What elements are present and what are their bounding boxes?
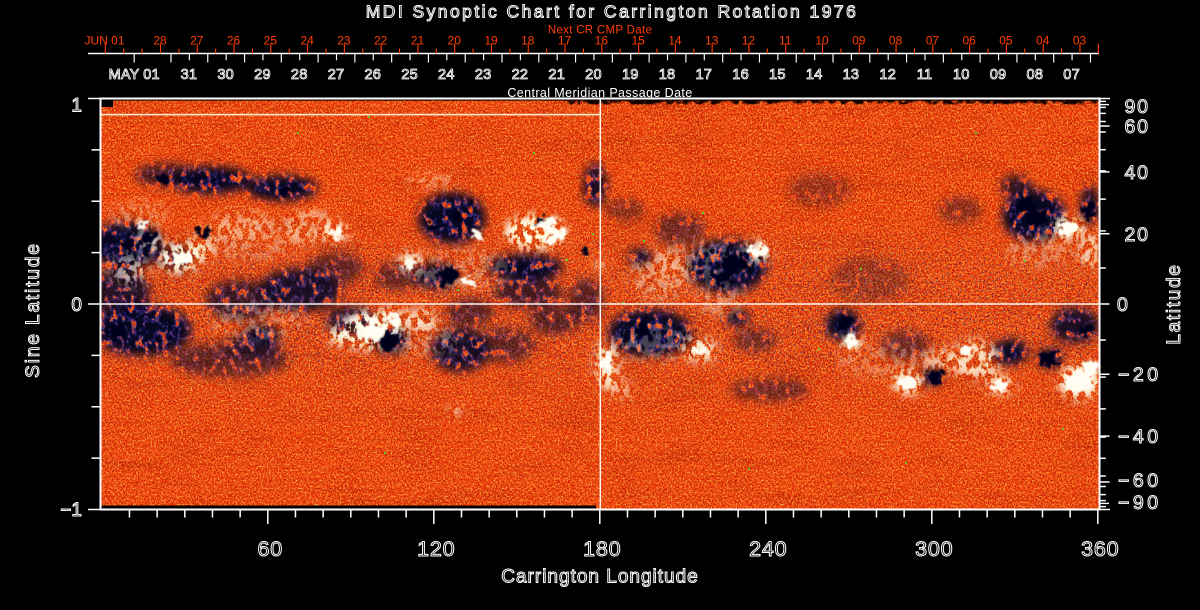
svg-text:−1: −1 [60, 500, 82, 521]
svg-text:26: 26 [364, 67, 381, 83]
svg-text:MDI Synoptic Chart for Carring: MDI Synoptic Chart for Carrington Rotati… [366, 1, 859, 21]
svg-text:17: 17 [695, 67, 712, 83]
svg-text:12: 12 [742, 34, 756, 48]
svg-text:17: 17 [558, 34, 572, 48]
svg-text:28: 28 [153, 34, 167, 48]
svg-text:29: 29 [254, 67, 271, 83]
svg-text:26: 26 [227, 34, 241, 48]
svg-text:18: 18 [521, 34, 535, 48]
svg-text:20: 20 [448, 34, 462, 48]
svg-text:0: 0 [1117, 294, 1128, 316]
svg-text:19: 19 [484, 34, 498, 48]
svg-text:10: 10 [953, 67, 970, 83]
svg-text:28: 28 [291, 67, 308, 83]
svg-text:19: 19 [622, 67, 639, 83]
svg-text:10: 10 [815, 34, 829, 48]
svg-text:120: 120 [417, 537, 455, 561]
svg-text:Carrington Longitude: Carrington Longitude [501, 567, 698, 588]
svg-text:21: 21 [548, 67, 565, 83]
svg-text:20: 20 [1125, 224, 1150, 246]
svg-text:300: 300 [915, 537, 953, 561]
svg-text:90: 90 [1125, 96, 1150, 118]
svg-text:07: 07 [1063, 67, 1080, 83]
svg-text:60: 60 [1125, 116, 1150, 138]
svg-text:03: 03 [1073, 34, 1087, 48]
svg-text:16: 16 [732, 67, 749, 83]
svg-text:60: 60 [258, 537, 284, 561]
svg-text:12: 12 [879, 67, 896, 83]
svg-text:24: 24 [438, 67, 455, 83]
svg-text:240: 240 [749, 537, 787, 561]
svg-text:30: 30 [217, 67, 234, 83]
svg-text:09: 09 [990, 67, 1007, 83]
svg-text:MAY 01: MAY 01 [109, 67, 160, 83]
svg-text:15: 15 [769, 67, 786, 83]
svg-text:27: 27 [328, 67, 345, 83]
svg-text:−40: −40 [1118, 426, 1162, 448]
svg-text:23: 23 [475, 67, 492, 83]
svg-text:360: 360 [1081, 537, 1119, 561]
svg-text:−60: −60 [1118, 470, 1162, 492]
svg-text:14: 14 [806, 67, 823, 83]
svg-text:22: 22 [512, 67, 529, 83]
svg-text:31: 31 [181, 67, 198, 83]
svg-text:Sine Latitude: Sine Latitude [23, 242, 44, 378]
svg-text:−90: −90 [1118, 492, 1162, 514]
svg-text:04: 04 [1036, 34, 1050, 48]
svg-text:13: 13 [705, 34, 719, 48]
svg-text:23: 23 [337, 34, 351, 48]
svg-text:06: 06 [962, 34, 976, 48]
svg-text:11: 11 [779, 34, 792, 48]
svg-text:22: 22 [374, 34, 388, 48]
svg-text:21: 21 [411, 34, 425, 48]
svg-text:07: 07 [926, 34, 940, 48]
svg-text:08: 08 [1027, 67, 1044, 83]
svg-text:27: 27 [190, 34, 204, 48]
svg-text:05: 05 [999, 34, 1013, 48]
svg-text:14: 14 [668, 34, 682, 48]
svg-text:JUN 01: JUN 01 [84, 34, 124, 48]
svg-text:Latitude: Latitude [1164, 263, 1185, 344]
svg-text:180: 180 [583, 537, 621, 561]
svg-text:0: 0 [71, 295, 82, 316]
svg-text:Central Meridian Passage Date: Central Meridian Passage Date [507, 86, 692, 100]
svg-text:18: 18 [659, 67, 676, 83]
svg-text:1: 1 [71, 95, 82, 116]
svg-text:13: 13 [843, 67, 860, 83]
svg-text:08: 08 [889, 34, 903, 48]
svg-text:24: 24 [300, 34, 314, 48]
svg-text:Next CR CMP Date: Next CR CMP Date [548, 25, 652, 37]
svg-text:09: 09 [852, 34, 866, 48]
svg-text:−20: −20 [1118, 364, 1162, 386]
svg-text:15: 15 [631, 34, 645, 48]
svg-text:40: 40 [1125, 162, 1150, 184]
svg-text:20: 20 [585, 67, 602, 83]
svg-text:16: 16 [595, 34, 609, 48]
svg-text:25: 25 [401, 67, 418, 83]
svg-text:25: 25 [264, 34, 278, 48]
svg-text:11: 11 [917, 67, 933, 83]
